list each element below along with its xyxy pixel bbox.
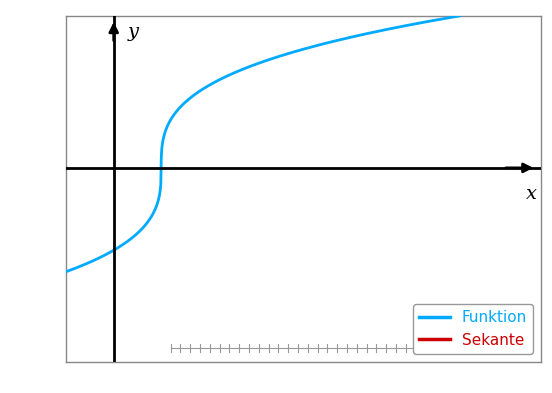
- Text: x: x: [526, 185, 537, 203]
- Legend: Funktion, Sekante: Funktion, Sekante: [413, 304, 533, 354]
- Text: y: y: [128, 23, 139, 40]
